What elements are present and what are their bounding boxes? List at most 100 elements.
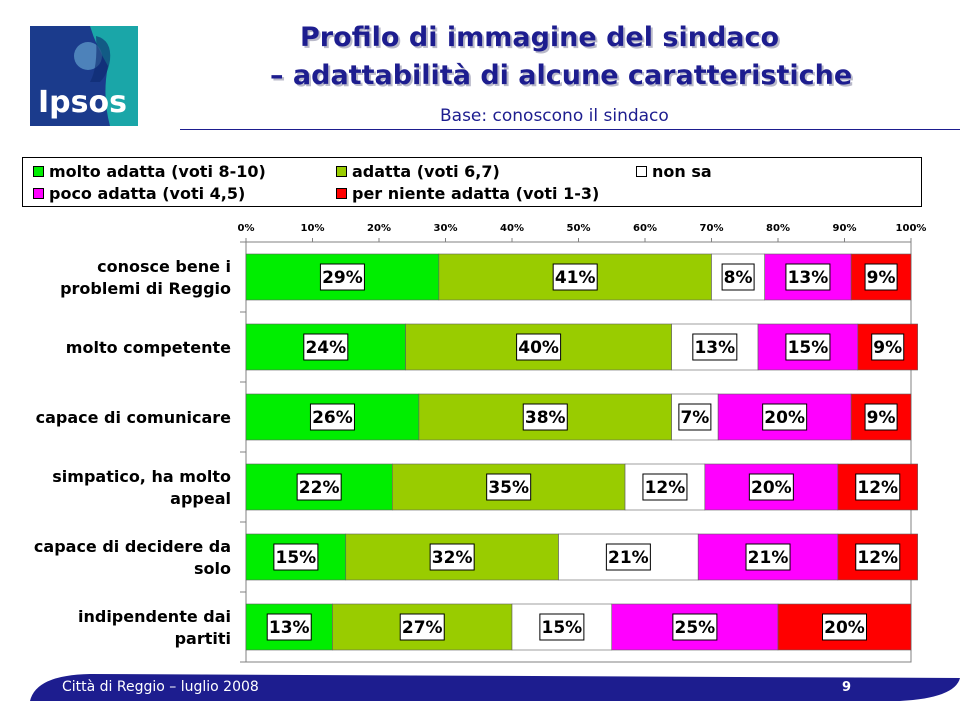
- data-label: 20%: [824, 618, 865, 638]
- category-label: solo: [194, 559, 231, 578]
- legend-swatch: [33, 166, 44, 177]
- data-label-box: [266, 613, 312, 641]
- data-label-box: [864, 403, 898, 431]
- x-tick-label: 50%: [567, 223, 591, 234]
- legend-item-per-niente-adatta: per niente adatta (voti 1-3): [336, 184, 599, 203]
- category-label: molto competente: [66, 338, 231, 357]
- data-label-box: [855, 473, 901, 501]
- data-label: 8%: [724, 268, 753, 288]
- data-label-box: [303, 333, 349, 361]
- category-label: partiti: [175, 629, 231, 648]
- legend-item-non-sa: non sa: [636, 162, 712, 181]
- data-label-box: [642, 473, 688, 501]
- data-label: 26%: [312, 408, 353, 428]
- data-label: 40%: [518, 338, 559, 358]
- bar-segment: [245, 323, 406, 371]
- legend-swatch: [336, 166, 347, 177]
- legend-item-adatta: adatta (voti 6,7): [336, 162, 500, 181]
- x-tick-label: 90%: [833, 223, 857, 234]
- data-label-box: [516, 333, 562, 361]
- data-label: 9%: [867, 268, 896, 288]
- category-label: capace di decidere da: [34, 537, 231, 556]
- legend-swatch: [636, 166, 647, 177]
- data-label-box: [296, 473, 342, 501]
- category-label: conosce bene i: [97, 257, 231, 276]
- data-label: 12%: [645, 478, 686, 498]
- x-tick-label: 100%: [896, 223, 927, 234]
- data-label-box: [785, 333, 831, 361]
- x-tick-label: 70%: [700, 223, 724, 234]
- data-label-box: [429, 543, 475, 571]
- x-tick-label: 0%: [238, 223, 255, 234]
- data-label-box: [309, 403, 355, 431]
- data-label-box: [486, 473, 532, 501]
- legend-swatch: [336, 188, 347, 199]
- bar-segment: [837, 533, 918, 581]
- data-label: 32%: [432, 548, 473, 568]
- page-subtitle: Base: conoscono il sindaco: [440, 106, 669, 126]
- data-label-box: [672, 613, 718, 641]
- page-title-line1: Profilo di immagine del sindaco: [300, 22, 780, 53]
- legend-label: per niente adatta (voti 1-3): [352, 184, 600, 203]
- x-tick-label: 20%: [367, 223, 391, 234]
- data-label: 21%: [608, 548, 649, 568]
- plot-area: [245, 241, 912, 663]
- stacked-bar-chart: 0% 10% 20% 30% 40% 50% 60% 70% 80% 90% 100% 29% 41% 8…: [34, 223, 927, 663]
- data-label-box: [745, 543, 791, 571]
- legend-label: molto adatta (voti 8-10): [49, 162, 266, 181]
- category-label: problemi di Reggio: [60, 279, 231, 298]
- data-label: 25%: [675, 618, 716, 638]
- data-label-box: [822, 613, 867, 641]
- bar-segment: [850, 393, 912, 441]
- page-title-line2: – adattabilità di alcune caratteristiche: [270, 60, 853, 91]
- legend-label: poco adatta (voti 4,5): [49, 184, 246, 203]
- data-label: 41%: [555, 268, 596, 288]
- data-label-box: [871, 333, 905, 361]
- data-label-box: [552, 263, 598, 291]
- data-label-box: [855, 543, 901, 571]
- data-label: 15%: [788, 338, 829, 358]
- data-label: 13%: [694, 338, 735, 358]
- data-label: 20%: [751, 478, 792, 498]
- data-label-box: [721, 263, 755, 291]
- data-label-box: [319, 263, 365, 291]
- x-tick-label: 10%: [301, 223, 325, 234]
- data-label: 7%: [680, 408, 709, 428]
- category-label: indipendente dai: [78, 607, 231, 626]
- legend-label: non sa: [652, 162, 712, 181]
- data-label: 21%: [748, 548, 789, 568]
- ipsos-logo: Ipsos: [30, 26, 138, 126]
- page-number: 9: [842, 680, 852, 695]
- legend-swatch: [33, 188, 44, 199]
- data-label-box: [678, 403, 712, 431]
- data-label-box: [785, 263, 831, 291]
- legend-item-poco-adatta: poco adatta (voti 4,5): [33, 184, 245, 203]
- data-label-box: [273, 543, 319, 571]
- data-label: 38%: [525, 408, 566, 428]
- legend-item-molto-adatta: molto adatta (voti 8-10): [33, 162, 266, 181]
- data-label-box: [762, 403, 808, 431]
- data-label: 22%: [299, 478, 340, 498]
- chart-legend: molto adatta (voti 8-10) adatta (voti 6,…: [22, 157, 922, 207]
- data-label: 13%: [788, 268, 829, 288]
- x-tick-label: 40%: [500, 223, 524, 234]
- legend-label: adatta (voti 6,7): [352, 162, 500, 181]
- data-label: 20%: [764, 408, 805, 428]
- data-label: 13%: [269, 618, 310, 638]
- logo-text: Ipsos: [38, 85, 127, 120]
- data-label-box: [522, 403, 568, 431]
- data-label-box: [692, 333, 738, 361]
- data-label: 12%: [857, 478, 898, 498]
- data-label: 15%: [276, 548, 317, 568]
- data-label: 29%: [322, 268, 363, 288]
- x-tick-label: 30%: [434, 223, 458, 234]
- footer-text: Città di Reggio – luglio 2008: [62, 679, 259, 695]
- category-label: capace di comunicare: [36, 408, 232, 427]
- data-label-box: [864, 263, 898, 291]
- title-divider: [180, 129, 960, 130]
- data-label-box: [539, 613, 585, 641]
- data-label: 12%: [857, 548, 898, 568]
- data-label-box: [399, 613, 445, 641]
- category-label: simpatico, ha molto: [52, 467, 231, 486]
- data-label: 15%: [542, 618, 583, 638]
